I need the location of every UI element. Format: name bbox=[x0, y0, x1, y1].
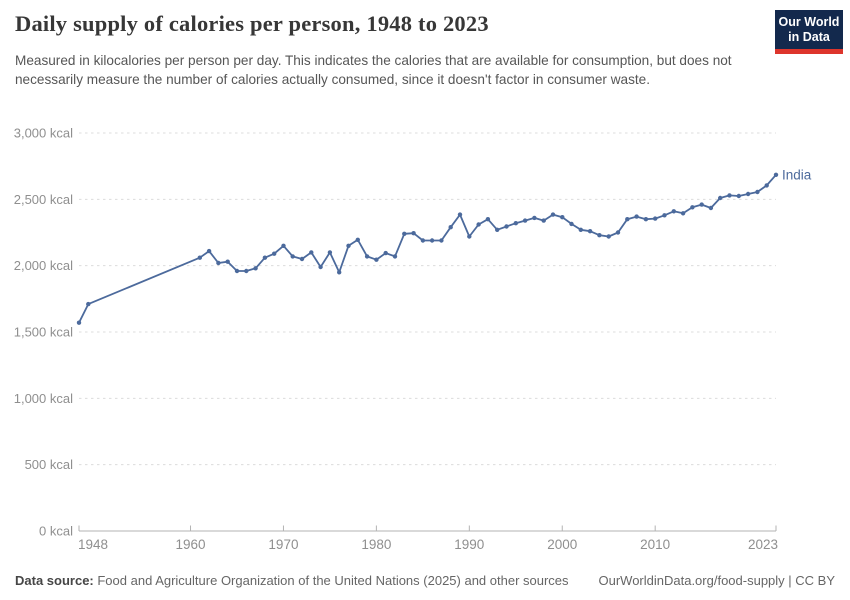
data-point bbox=[708, 205, 714, 211]
data-point bbox=[522, 218, 528, 223]
series-label-india: India bbox=[782, 167, 812, 182]
y-axis-tick-label: 2,000 kcal bbox=[14, 258, 73, 273]
data-point bbox=[504, 224, 509, 229]
data-point bbox=[337, 270, 342, 275]
data-point bbox=[448, 225, 453, 230]
data-point bbox=[662, 213, 667, 218]
data-point bbox=[699, 202, 704, 207]
data-point bbox=[578, 227, 583, 232]
data-point bbox=[392, 254, 398, 259]
x-axis-tick-label: 2023 bbox=[748, 537, 778, 552]
data-point bbox=[244, 268, 249, 274]
data-source-label: Data source: bbox=[15, 573, 94, 588]
data-point bbox=[643, 217, 649, 222]
data-point bbox=[86, 301, 91, 307]
data-point bbox=[318, 264, 323, 270]
x-axis-tick-label: 1990 bbox=[454, 537, 484, 552]
data-point bbox=[420, 238, 426, 243]
data-point bbox=[467, 234, 472, 239]
data-point bbox=[736, 193, 741, 199]
data-point bbox=[745, 191, 751, 197]
data-point bbox=[597, 233, 602, 238]
data-point bbox=[653, 216, 658, 221]
data-point bbox=[560, 215, 565, 220]
data-point bbox=[281, 243, 286, 248]
data-source-note: Data source: Food and Agriculture Organi… bbox=[15, 573, 569, 588]
data-point bbox=[402, 231, 407, 236]
owid-logo-line2: in Data bbox=[788, 29, 830, 44]
data-point bbox=[76, 320, 82, 325]
data-source-text: Food and Agriculture Organization of the… bbox=[93, 573, 569, 588]
y-axis-tick-label: 0 kcal bbox=[39, 524, 73, 539]
data-point bbox=[550, 212, 556, 217]
x-axis-tick-label: 2010 bbox=[640, 537, 670, 552]
chart-title: Daily supply of calories per person, 194… bbox=[15, 11, 489, 36]
data-point bbox=[755, 189, 760, 195]
owid-url-link[interactable]: OurWorldinData.org/food-supply | CC BY bbox=[598, 573, 835, 588]
chart-footer: Data source: Food and Agriculture Organi… bbox=[15, 573, 835, 588]
data-point bbox=[532, 215, 537, 221]
y-axis-tick-label: 500 kcal bbox=[25, 457, 74, 472]
data-point bbox=[290, 254, 295, 259]
y-axis-tick-label: 3,000 kcal bbox=[14, 126, 73, 141]
data-point bbox=[346, 243, 351, 248]
data-point bbox=[234, 268, 240, 274]
x-axis-tick-label: 1948 bbox=[78, 537, 108, 552]
data-point bbox=[495, 227, 500, 232]
owid-logo[interactable]: Our World in Data bbox=[775, 10, 843, 54]
data-point bbox=[253, 266, 258, 271]
data-point bbox=[309, 250, 314, 255]
data-point bbox=[411, 231, 416, 236]
data-point bbox=[327, 250, 333, 255]
chart-subtitle: Measured in kilocalories per person per … bbox=[15, 53, 732, 88]
data-point bbox=[680, 211, 686, 216]
data-point bbox=[541, 218, 546, 223]
data-point bbox=[476, 222, 481, 227]
data-point bbox=[764, 183, 769, 188]
data-point bbox=[355, 237, 360, 242]
data-point bbox=[634, 214, 639, 219]
y-axis-tick-label: 1,000 kcal bbox=[14, 391, 73, 406]
y-axis-tick-label: 1,500 kcal bbox=[14, 325, 73, 340]
data-point bbox=[773, 172, 779, 177]
data-point bbox=[364, 254, 370, 259]
data-point bbox=[272, 251, 277, 256]
data-point bbox=[374, 257, 379, 262]
data-point bbox=[690, 205, 695, 210]
x-axis-tick-label: 1970 bbox=[268, 537, 298, 552]
data-point bbox=[439, 238, 444, 243]
owid-logo-line1: Our World bbox=[778, 15, 840, 29]
data-point bbox=[216, 260, 221, 266]
x-axis-tick-label: 2000 bbox=[547, 537, 577, 552]
data-point bbox=[383, 250, 388, 256]
data-point bbox=[569, 221, 574, 227]
data-point bbox=[457, 212, 463, 217]
data-point bbox=[615, 230, 621, 235]
data-point bbox=[262, 255, 268, 260]
data-point bbox=[587, 229, 593, 234]
data-point bbox=[606, 234, 611, 239]
data-point bbox=[485, 217, 491, 222]
data-point bbox=[727, 193, 732, 198]
data-point bbox=[206, 248, 212, 254]
data-point bbox=[513, 221, 518, 226]
data-point bbox=[197, 255, 202, 260]
data-point bbox=[718, 195, 723, 201]
india-series-line bbox=[78, 173, 777, 324]
x-axis-tick-label: 1960 bbox=[175, 537, 205, 552]
x-axis-tick-label: 1980 bbox=[361, 537, 391, 552]
data-point bbox=[671, 209, 676, 214]
data-point bbox=[299, 256, 305, 262]
data-point bbox=[429, 238, 435, 243]
y-axis-tick-label: 2,500 kcal bbox=[14, 192, 73, 207]
data-point bbox=[625, 217, 630, 222]
data-point bbox=[225, 259, 230, 264]
